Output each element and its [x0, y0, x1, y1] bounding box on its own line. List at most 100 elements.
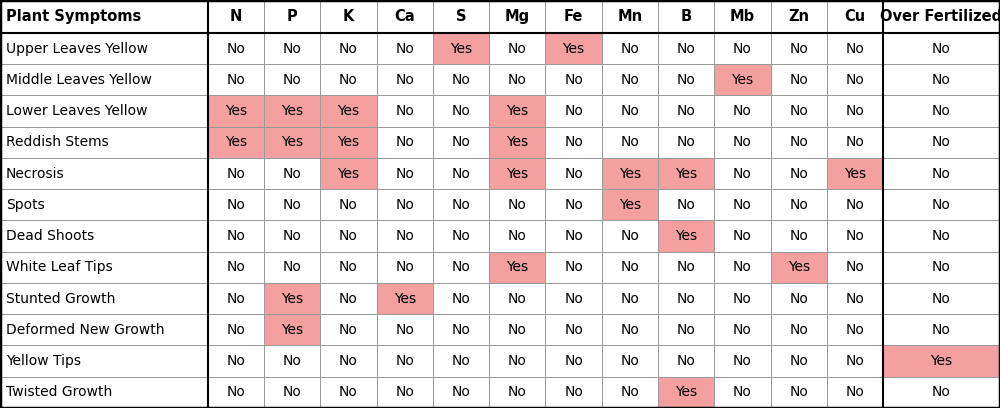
Bar	[377, 314, 433, 346]
Bar	[489, 314, 545, 346]
Bar	[264, 158, 320, 189]
Text: No: No	[846, 42, 864, 55]
Bar	[0, 377, 208, 408]
Text: No: No	[932, 198, 951, 212]
Text: No: No	[283, 42, 302, 55]
Text: Yes: Yes	[281, 135, 303, 149]
Bar	[433, 252, 489, 283]
Bar	[489, 95, 545, 127]
Bar	[433, 346, 489, 377]
Text: No: No	[395, 42, 414, 55]
Text: Zn: Zn	[788, 9, 809, 24]
Bar	[602, 220, 658, 252]
Text: No: No	[564, 166, 583, 181]
Text: No: No	[846, 292, 864, 306]
Bar	[0, 220, 208, 252]
Bar	[714, 95, 771, 127]
Text: Upper Leaves Yellow: Upper Leaves Yellow	[6, 42, 148, 55]
Text: No: No	[508, 354, 527, 368]
Text: No: No	[789, 386, 808, 399]
Bar	[602, 64, 658, 95]
Text: Yes: Yes	[225, 104, 247, 118]
Text: Yes: Yes	[675, 166, 697, 181]
Text: No: No	[226, 42, 245, 55]
Text: No: No	[452, 229, 470, 243]
Text: No: No	[932, 42, 951, 55]
Bar	[377, 283, 433, 314]
Text: No: No	[677, 354, 696, 368]
Text: Over Fertilized: Over Fertilized	[880, 9, 1000, 24]
Bar	[264, 377, 320, 408]
Bar	[208, 95, 264, 127]
Bar	[489, 252, 545, 283]
Bar	[320, 346, 377, 377]
Bar	[433, 95, 489, 127]
Bar	[771, 377, 827, 408]
Bar	[264, 314, 320, 346]
Bar	[771, 314, 827, 346]
Bar	[883, 158, 1000, 189]
Text: No: No	[339, 73, 358, 87]
Text: Spots: Spots	[6, 198, 45, 212]
Text: No: No	[395, 135, 414, 149]
Bar	[433, 64, 489, 95]
Text: No: No	[564, 292, 583, 306]
Bar	[771, 0, 827, 33]
Text: No: No	[452, 354, 470, 368]
Text: No: No	[283, 354, 302, 368]
Text: Cu: Cu	[844, 9, 866, 24]
Text: No: No	[620, 73, 639, 87]
Bar	[377, 220, 433, 252]
Text: No: No	[789, 73, 808, 87]
Bar	[433, 283, 489, 314]
Bar	[0, 0, 208, 33]
Bar	[433, 33, 489, 64]
Bar	[714, 377, 771, 408]
Bar	[377, 189, 433, 220]
Text: No: No	[846, 104, 864, 118]
Bar	[489, 127, 545, 158]
Text: Twisted Growth: Twisted Growth	[6, 386, 112, 399]
Text: No: No	[789, 354, 808, 368]
Bar	[0, 252, 208, 283]
Text: Ca: Ca	[394, 9, 415, 24]
Text: No: No	[789, 42, 808, 55]
Bar	[883, 95, 1000, 127]
Bar	[827, 0, 883, 33]
Bar	[489, 158, 545, 189]
Bar	[0, 158, 208, 189]
Bar	[208, 220, 264, 252]
Text: No: No	[226, 229, 245, 243]
Text: No: No	[339, 354, 358, 368]
Bar	[658, 314, 714, 346]
Text: Mb: Mb	[730, 9, 755, 24]
Bar	[320, 127, 377, 158]
Text: No: No	[932, 323, 951, 337]
Bar	[827, 189, 883, 220]
Bar	[883, 127, 1000, 158]
Bar	[264, 33, 320, 64]
Text: No: No	[452, 292, 470, 306]
Text: Yes: Yes	[506, 104, 528, 118]
Bar	[320, 158, 377, 189]
Bar	[264, 220, 320, 252]
Bar	[377, 158, 433, 189]
Text: Necrosis: Necrosis	[6, 166, 65, 181]
Text: No: No	[452, 198, 470, 212]
Bar	[377, 64, 433, 95]
Text: No: No	[620, 42, 639, 55]
Text: K: K	[343, 9, 354, 24]
Text: Yes: Yes	[337, 135, 360, 149]
Text: No: No	[395, 166, 414, 181]
Text: No: No	[932, 73, 951, 87]
Bar	[883, 0, 1000, 33]
Text: No: No	[789, 292, 808, 306]
Bar	[771, 283, 827, 314]
Text: No: No	[620, 292, 639, 306]
Bar	[208, 346, 264, 377]
Bar	[489, 346, 545, 377]
Text: No: No	[564, 386, 583, 399]
Text: No: No	[395, 73, 414, 87]
Text: No: No	[508, 323, 527, 337]
Text: No: No	[283, 73, 302, 87]
